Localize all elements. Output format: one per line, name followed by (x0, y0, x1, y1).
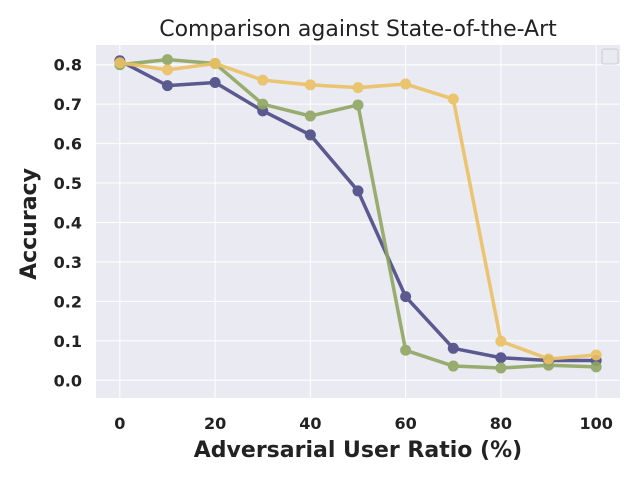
y-tick-label: 0.7 (54, 95, 82, 114)
y-tick-label: 0.0 (54, 371, 82, 390)
chart-title: Comparison against State-of-the-Art (159, 17, 557, 42)
x-tick-label: 60 (395, 414, 417, 433)
series-2-point (304, 110, 316, 122)
series-2-point (352, 99, 364, 111)
series-3-point (352, 82, 364, 94)
series-2-point (590, 361, 602, 373)
x-tick-label: 40 (299, 414, 321, 433)
series-3-point (161, 64, 173, 76)
y-tick-label: 0.4 (54, 213, 82, 232)
series-1-point (447, 342, 459, 354)
legend-box (601, 48, 619, 65)
series-1-point (400, 291, 412, 303)
series-3-point (447, 93, 459, 105)
x-tick-label: 100 (579, 414, 612, 433)
y-tick-label: 0.6 (54, 135, 82, 154)
y-tick-label: 0.8 (54, 56, 82, 75)
y-tick-label: 0.1 (54, 332, 82, 351)
series-1-point (209, 76, 221, 88)
series-2-point (495, 362, 507, 374)
series-3-point (209, 58, 221, 70)
series-layer (114, 54, 602, 374)
y-axis-label: Accuracy (17, 168, 42, 280)
series-2-point (257, 98, 269, 110)
series-3-point (495, 335, 507, 347)
series-3 (114, 57, 602, 365)
x-tick-label: 80 (490, 414, 512, 433)
series-3-point (543, 353, 555, 365)
series-2-point (161, 54, 173, 66)
series-3-point (257, 74, 269, 86)
plot-area (96, 45, 620, 398)
series-1-point (352, 185, 364, 197)
series-1-point (304, 129, 316, 141)
series-1-point (161, 80, 173, 92)
series-3-point (114, 57, 126, 69)
x-tick-labels: 0 20 40 60 80 100 (114, 414, 613, 433)
series-2-point (447, 360, 459, 372)
y-tick-label: 0.5 (54, 174, 82, 193)
y-tick-labels: 0.0 0.1 0.2 0.3 0.4 0.5 0.6 0.7 0.8 (54, 56, 82, 391)
x-axis-label: Adversarial User Ratio (%) (194, 438, 522, 463)
x-tick-label: 0 (114, 414, 125, 433)
series-2-point (400, 344, 412, 356)
series-1-point (495, 352, 507, 364)
series-3-point (304, 79, 316, 91)
y-tick-label: 0.2 (54, 292, 82, 311)
x-tick-label: 20 (204, 414, 226, 433)
series-3-point (590, 349, 602, 361)
series-3-point (400, 78, 412, 90)
y-tick-label: 0.3 (54, 253, 82, 272)
